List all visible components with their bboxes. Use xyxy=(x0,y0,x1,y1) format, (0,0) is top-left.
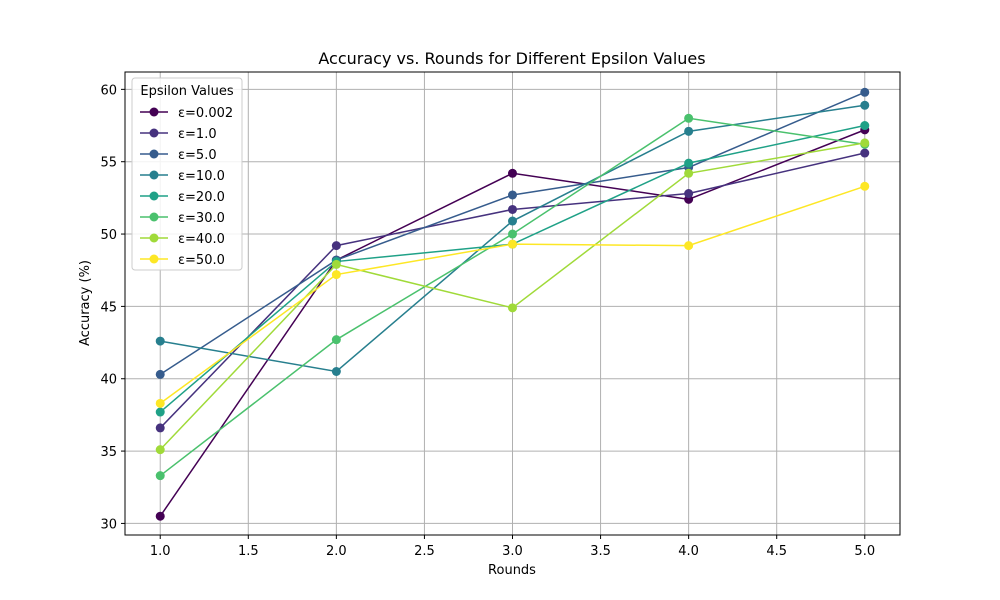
legend-label: ε=20.0 xyxy=(178,190,225,205)
data-point xyxy=(860,100,870,110)
y-tick-label: 40 xyxy=(100,373,117,388)
data-point xyxy=(331,241,341,251)
y-axis-ticks: 30 35 40 45 50 55 60 xyxy=(100,83,125,532)
y-axis-label: Accuracy (%) xyxy=(78,260,93,346)
legend-box xyxy=(131,77,243,271)
legend-marker xyxy=(149,170,159,180)
data-point xyxy=(508,168,517,178)
legend-marker xyxy=(149,149,159,159)
x-tick-label: 3.0 xyxy=(502,544,523,559)
x-tick-label: 2.5 xyxy=(414,544,435,559)
y-tick-label: 30 xyxy=(100,517,117,532)
data-point xyxy=(155,398,165,408)
data-point xyxy=(155,471,165,481)
x-axis-label: Rounds xyxy=(488,563,536,578)
legend-marker xyxy=(149,107,159,117)
legend-marker xyxy=(149,191,159,201)
chart-title: Accuracy vs. Rounds for Different Epsilo… xyxy=(318,49,705,68)
legend-label: ε=50.0 xyxy=(178,253,225,268)
legend-marker xyxy=(149,233,159,243)
series-6 xyxy=(155,138,870,455)
series-3 xyxy=(155,100,870,377)
data-point xyxy=(155,407,165,417)
x-tick-label: 4.5 xyxy=(766,544,787,559)
data-point xyxy=(508,204,517,214)
data-point xyxy=(155,369,165,379)
y-tick-label: 60 xyxy=(100,83,117,98)
data-point xyxy=(684,168,694,178)
data-point xyxy=(331,270,341,280)
y-tick-label: 55 xyxy=(100,156,117,171)
y-tick-label: 35 xyxy=(100,445,117,460)
data-point xyxy=(860,121,870,131)
data-point xyxy=(331,335,341,345)
series-lines xyxy=(155,87,870,521)
data-point xyxy=(684,158,694,168)
legend: Epsilon Values ε=0.002 ε=1.0 ε=5.0 ε=10.0 ε=… xyxy=(131,77,243,271)
data-point xyxy=(155,423,165,433)
legend-entry: ε=0.002 xyxy=(140,106,233,121)
y-tick-label: 50 xyxy=(100,228,117,243)
legend-entry: ε=40.0 xyxy=(140,232,225,247)
series-1 xyxy=(155,148,870,433)
data-point xyxy=(508,239,517,249)
data-point xyxy=(331,259,341,269)
data-point xyxy=(684,113,694,123)
data-point xyxy=(155,445,165,455)
x-tick-label: 2.0 xyxy=(326,544,347,559)
x-tick-label: 1.5 xyxy=(238,544,259,559)
data-point xyxy=(684,241,694,251)
data-point xyxy=(684,126,694,136)
legend-entry: ε=50.0 xyxy=(140,253,225,268)
data-point xyxy=(508,216,517,226)
legend-label: ε=0.002 xyxy=(178,106,233,121)
legend-entry: ε=10.0 xyxy=(140,169,225,184)
legend-entry: ε=30.0 xyxy=(140,211,225,226)
data-point xyxy=(508,303,517,313)
legend-label: ε=40.0 xyxy=(178,232,225,247)
data-point xyxy=(860,148,870,158)
data-point xyxy=(331,367,341,377)
y-tick-label: 45 xyxy=(100,300,117,315)
legend-entry: ε=1.0 xyxy=(140,127,217,142)
data-point xyxy=(684,189,694,199)
legend-entry: ε=5.0 xyxy=(140,148,217,163)
legend-label: ε=30.0 xyxy=(178,211,225,226)
x-tick-label: 1.0 xyxy=(150,544,171,559)
series-7 xyxy=(155,181,870,408)
data-point xyxy=(155,511,165,521)
x-tick-label: 4.0 xyxy=(678,544,699,559)
data-point xyxy=(155,336,165,346)
data-point xyxy=(508,190,517,200)
legend-label: ε=10.0 xyxy=(178,169,225,184)
x-tick-label: 3.5 xyxy=(590,544,611,559)
data-point xyxy=(508,229,517,239)
legend-entry: ε=20.0 xyxy=(140,190,225,205)
legend-marker xyxy=(149,212,159,222)
x-tick-label: 5.0 xyxy=(854,544,875,559)
data-point xyxy=(860,181,870,191)
legend-title: Epsilon Values xyxy=(140,84,233,99)
data-point xyxy=(860,138,870,148)
legend-label: ε=5.0 xyxy=(178,148,217,163)
data-point xyxy=(860,87,870,97)
legend-marker xyxy=(149,128,159,138)
legend-marker xyxy=(149,254,159,264)
x-axis-ticks: 1.0 1.5 2.0 2.5 3.0 3.5 4.0 4.5 5.0 xyxy=(150,535,875,559)
legend-label: ε=1.0 xyxy=(178,127,217,142)
